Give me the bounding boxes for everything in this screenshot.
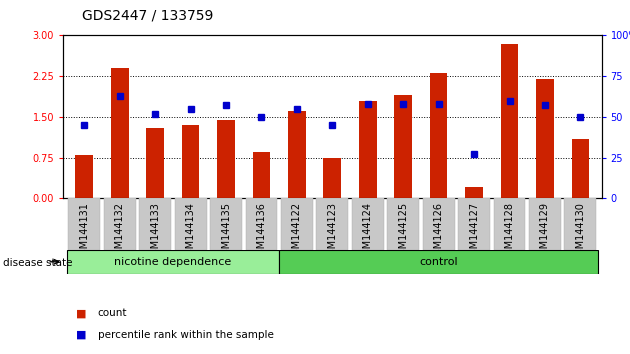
Bar (111, 68, 129, 198)
Bar (76, 155, 93, 198)
Text: GSM144132: GSM144132 (115, 202, 125, 261)
Text: GSM144135: GSM144135 (221, 202, 231, 261)
Bar (465, 187, 483, 198)
Text: GSM144122: GSM144122 (292, 202, 302, 262)
Bar (181, 125, 200, 198)
FancyBboxPatch shape (529, 198, 561, 250)
Text: percentile rank within the sample: percentile rank within the sample (98, 330, 273, 339)
FancyBboxPatch shape (493, 198, 525, 250)
Bar (288, 112, 306, 198)
Text: GSM144126: GSM144126 (433, 202, 444, 261)
Bar (146, 128, 164, 198)
Text: GSM144123: GSM144123 (328, 202, 337, 261)
Text: GSM144131: GSM144131 (79, 202, 89, 261)
FancyBboxPatch shape (175, 198, 207, 250)
Text: GSM144129: GSM144129 (540, 202, 550, 261)
FancyBboxPatch shape (387, 198, 419, 250)
Bar (501, 44, 518, 198)
FancyBboxPatch shape (104, 198, 135, 250)
Bar (430, 73, 447, 198)
FancyBboxPatch shape (139, 198, 171, 250)
Bar (323, 158, 341, 198)
Text: disease state: disease state (3, 258, 72, 268)
Text: GDS2447 / 133759: GDS2447 / 133759 (82, 9, 214, 23)
Bar (217, 120, 235, 198)
FancyBboxPatch shape (281, 198, 313, 250)
Text: GSM144125: GSM144125 (398, 202, 408, 262)
Text: ■: ■ (76, 330, 86, 339)
Bar (253, 152, 270, 198)
FancyBboxPatch shape (352, 198, 384, 250)
Bar (359, 101, 377, 198)
Bar (571, 138, 589, 198)
Text: nicotine dependence: nicotine dependence (114, 257, 231, 267)
Text: GSM144130: GSM144130 (575, 202, 585, 261)
Text: GSM144133: GSM144133 (150, 202, 160, 261)
Text: GSM144128: GSM144128 (505, 202, 515, 261)
FancyBboxPatch shape (67, 250, 279, 274)
Text: GSM144136: GSM144136 (256, 202, 266, 261)
Bar (536, 79, 554, 198)
FancyBboxPatch shape (316, 198, 348, 250)
Text: GSM144127: GSM144127 (469, 202, 479, 262)
Text: count: count (98, 308, 127, 318)
Text: ■: ■ (76, 308, 86, 318)
Text: control: control (420, 257, 458, 267)
FancyBboxPatch shape (279, 250, 598, 274)
FancyBboxPatch shape (68, 198, 100, 250)
Text: GSM144124: GSM144124 (363, 202, 373, 261)
Bar (394, 95, 412, 198)
Text: GSM144134: GSM144134 (186, 202, 195, 261)
FancyBboxPatch shape (458, 198, 490, 250)
FancyBboxPatch shape (564, 198, 597, 250)
FancyBboxPatch shape (246, 198, 277, 250)
FancyBboxPatch shape (423, 198, 455, 250)
FancyBboxPatch shape (210, 198, 242, 250)
